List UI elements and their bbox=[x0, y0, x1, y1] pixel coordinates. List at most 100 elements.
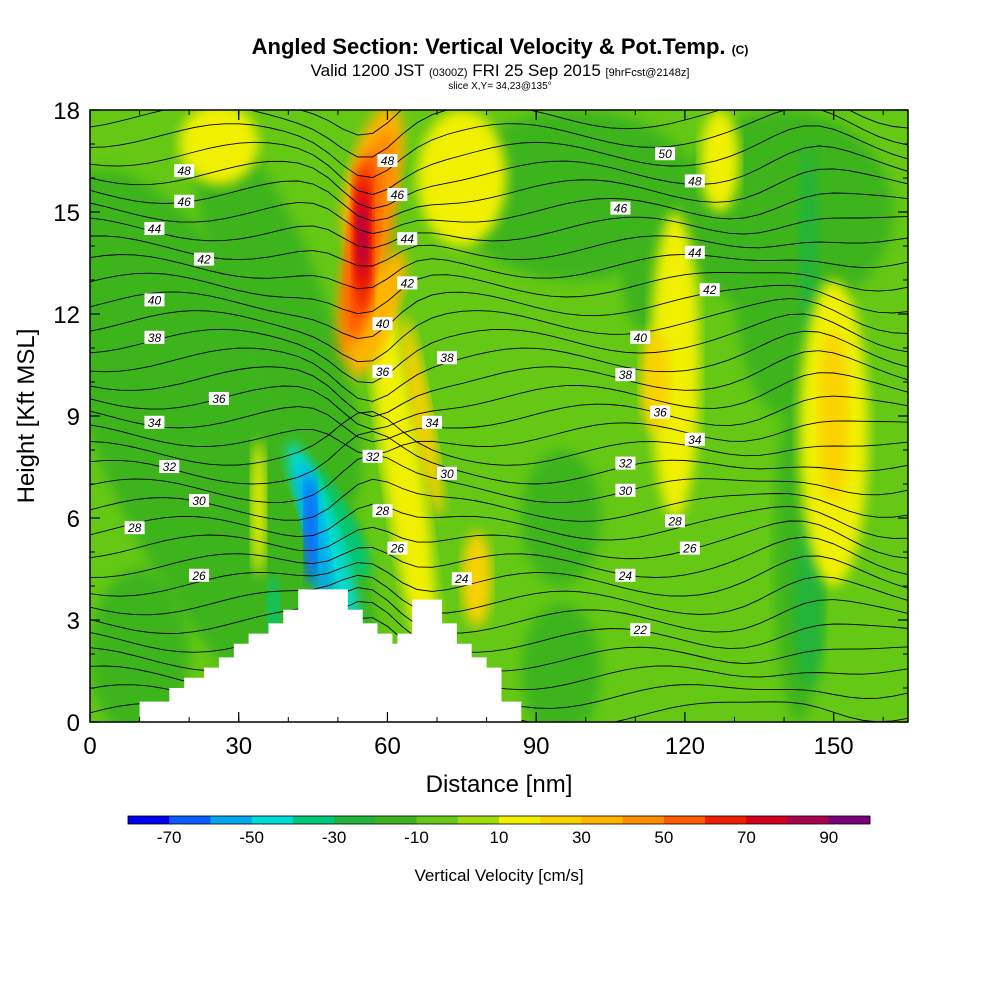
svg-text:28: 28 bbox=[127, 521, 142, 535]
contour-label: 26 bbox=[679, 541, 700, 556]
colorbar-swatch bbox=[746, 816, 789, 824]
svg-text:26: 26 bbox=[390, 542, 405, 556]
theta-contour bbox=[90, 330, 908, 402]
contour-labels: 4846444240383634323028264846444240383634… bbox=[124, 147, 720, 637]
contour-label: 32 bbox=[362, 449, 383, 464]
contour-label: 40 bbox=[630, 330, 651, 345]
title-unit: (C) bbox=[731, 43, 749, 57]
svg-text:42: 42 bbox=[197, 253, 211, 267]
svg-text:36: 36 bbox=[212, 392, 226, 406]
x-tick-label: 120 bbox=[665, 733, 705, 760]
contour-label: 36 bbox=[650, 405, 671, 420]
contour-label: 42 bbox=[699, 283, 720, 297]
svg-text:48: 48 bbox=[688, 174, 702, 188]
svg-text:30: 30 bbox=[619, 484, 633, 498]
colorbar-tick-label: -30 bbox=[322, 828, 347, 847]
y-tick-label: 12 bbox=[53, 302, 80, 329]
contour-label: 36 bbox=[372, 364, 393, 379]
svg-text:40: 40 bbox=[376, 317, 390, 331]
y-tick-label: 18 bbox=[53, 98, 80, 125]
chart-title: Angled Section: Vertical Velocity & Pot.… bbox=[0, 34, 1000, 63]
valid-date: FRI 25 Sep 2015 bbox=[472, 61, 601, 80]
theta-contour bbox=[90, 520, 908, 560]
svg-text:24: 24 bbox=[618, 569, 633, 583]
contour-label: 44 bbox=[397, 232, 418, 246]
theta-contour bbox=[90, 601, 908, 653]
theta-contour bbox=[90, 411, 908, 466]
theta-contour bbox=[90, 313, 908, 384]
colorbar-swatch bbox=[540, 816, 582, 824]
svg-text:34: 34 bbox=[425, 416, 439, 430]
theta-contour bbox=[90, 574, 908, 616]
colorbar-tick-label: 70 bbox=[737, 828, 756, 847]
colorbar-tick-label: 10 bbox=[490, 828, 509, 847]
contour-label: 32 bbox=[159, 460, 180, 474]
colorbar-tick-label: -10 bbox=[404, 828, 429, 847]
svg-text:22: 22 bbox=[633, 623, 648, 637]
theta-contour bbox=[90, 216, 908, 249]
theta-contour bbox=[90, 503, 908, 541]
svg-text:30: 30 bbox=[192, 494, 206, 508]
colorbar-tick-label: 30 bbox=[572, 828, 591, 847]
svg-text:46: 46 bbox=[391, 188, 405, 202]
colorbar-swatch bbox=[457, 816, 500, 824]
svg-text:42: 42 bbox=[703, 283, 717, 297]
contour-label: 28 bbox=[664, 514, 685, 528]
theta-contour bbox=[90, 298, 908, 363]
velocity-region bbox=[90, 569, 190, 722]
contour-label: 34 bbox=[144, 415, 165, 430]
contour-label: 26 bbox=[387, 541, 408, 556]
svg-text:48: 48 bbox=[381, 154, 395, 168]
y-tick-label: 9 bbox=[67, 404, 80, 431]
velocity-region bbox=[699, 110, 740, 212]
colorbar-swatch bbox=[334, 816, 376, 824]
theta-contour bbox=[90, 284, 908, 340]
x-tick-label: 30 bbox=[225, 733, 252, 760]
colorbar-swatch bbox=[828, 816, 871, 824]
contour-label: 44 bbox=[684, 246, 705, 260]
x-tick-label: 90 bbox=[523, 733, 550, 760]
contour-label: 26 bbox=[189, 568, 210, 583]
contour-label: 38 bbox=[436, 351, 457, 365]
theta-contour bbox=[90, 555, 908, 597]
theta-contour bbox=[90, 395, 908, 443]
contour-label: 36 bbox=[208, 392, 229, 406]
x-tick-label: 60 bbox=[374, 733, 401, 760]
contour-label: 22 bbox=[630, 623, 651, 637]
theta-contour bbox=[90, 350, 908, 418]
theta-contour bbox=[90, 420, 908, 456]
theta-contour bbox=[90, 253, 908, 290]
svg-text:26: 26 bbox=[682, 542, 697, 556]
colorbar-tick-label: -50 bbox=[239, 828, 264, 847]
contour-label: 48 bbox=[174, 164, 195, 178]
theta-contour bbox=[90, 478, 908, 522]
svg-text:32: 32 bbox=[619, 457, 633, 471]
x-tick-label: 150 bbox=[814, 733, 854, 760]
svg-text:50: 50 bbox=[658, 147, 672, 161]
svg-text:32: 32 bbox=[163, 460, 177, 474]
theta-contour bbox=[90, 125, 908, 196]
contour-label: 38 bbox=[144, 330, 165, 345]
contour-label: 40 bbox=[372, 317, 393, 331]
colorbar-swatch bbox=[169, 816, 211, 824]
y-tick-label: 3 bbox=[67, 608, 80, 635]
theta-contour bbox=[90, 430, 908, 485]
velocity-region bbox=[521, 603, 601, 722]
svg-text:44: 44 bbox=[148, 222, 162, 236]
svg-text:44: 44 bbox=[401, 232, 415, 246]
contour-label: 42 bbox=[397, 276, 418, 290]
contour-label: 24 bbox=[451, 572, 472, 586]
velocity-region bbox=[194, 121, 363, 507]
velocity-region bbox=[349, 249, 406, 379]
theta-contour bbox=[90, 168, 908, 222]
colorbar-swatch bbox=[581, 816, 624, 824]
contour-label: 48 bbox=[377, 154, 398, 168]
colorbar-swatch bbox=[622, 816, 665, 824]
colorbar-swatch bbox=[128, 816, 170, 824]
svg-text:36: 36 bbox=[653, 406, 667, 420]
svg-text:44: 44 bbox=[688, 246, 702, 260]
x-axis: 0 30 60 90 120 150 bbox=[83, 110, 884, 760]
forecast-info: [9hrFcst@2148z] bbox=[605, 67, 690, 79]
svg-text:28: 28 bbox=[375, 504, 390, 518]
svg-text:40: 40 bbox=[148, 293, 162, 307]
